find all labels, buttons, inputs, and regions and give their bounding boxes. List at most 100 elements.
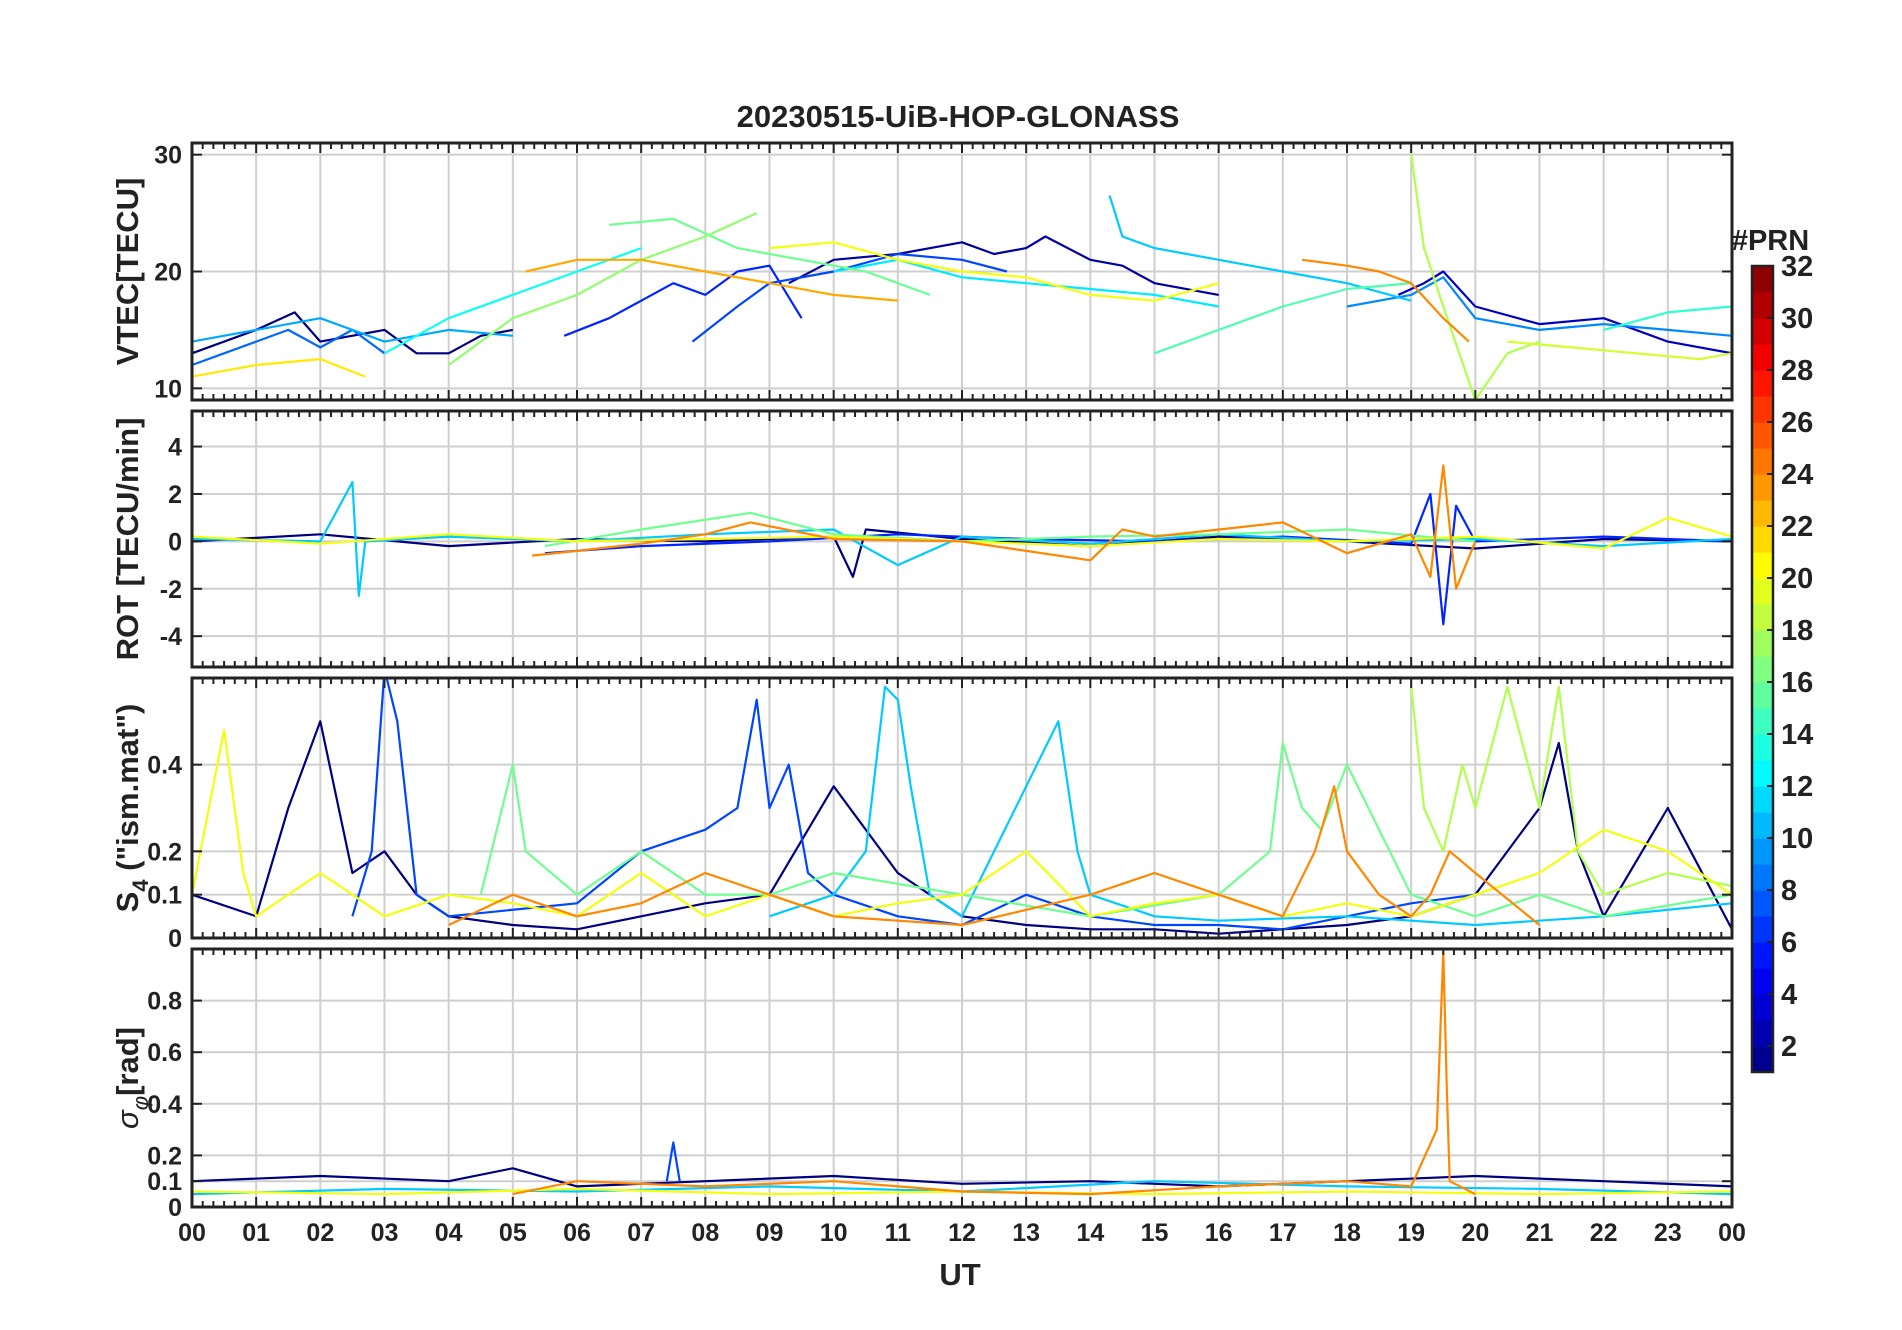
colorbar-tick-label: 12 bbox=[1781, 771, 1813, 803]
series-line-prn-3 bbox=[1397, 270, 1732, 355]
series-line-prn-10 bbox=[192, 317, 513, 343]
colorbar-tick-label: 26 bbox=[1781, 407, 1813, 439]
colorbar-band bbox=[1752, 890, 1773, 917]
x-tick-label: 23 bbox=[1654, 1219, 1682, 1247]
colorbar-band bbox=[1752, 474, 1773, 501]
colorbar-tick-label: 6 bbox=[1781, 927, 1797, 959]
colorbar-tick-label: 16 bbox=[1781, 667, 1813, 699]
colorbar-band bbox=[1752, 344, 1773, 371]
series-line-prn-7 bbox=[351, 678, 1476, 931]
panel-vtec: 10 20 30 VTEC[TECU] bbox=[110, 141, 1734, 403]
colorbar-band bbox=[1752, 760, 1773, 787]
y-tick-label: 0 bbox=[168, 1194, 182, 1222]
series-line-prn-20 bbox=[192, 516, 1732, 550]
colorbar-tick-label: 2 bbox=[1781, 1031, 1797, 1063]
series-group bbox=[192, 678, 1732, 935]
colorbar-band bbox=[1752, 812, 1773, 839]
colorbar-band bbox=[1752, 656, 1773, 683]
colorbar-frame bbox=[1750, 264, 1775, 1074]
chart-title: 20230515-UiB-HOP-GLONASS bbox=[737, 99, 1180, 134]
y-tick-label: -4 bbox=[160, 623, 182, 651]
x-tick-label: 21 bbox=[1526, 1219, 1554, 1247]
colorbar-tick-label: 18 bbox=[1781, 615, 1813, 647]
colorbar-title: #PRN bbox=[1732, 225, 1809, 257]
panel-sigma_phi: 00.10.2 0.4 0.6 0.8 σφ[rad] 00 01 02 03 04 05 06 07 0… bbox=[110, 947, 1746, 1247]
x-tick-label: 16 bbox=[1205, 1219, 1233, 1247]
x-tick-label: 12 bbox=[948, 1219, 976, 1247]
series-line-prn-20 bbox=[192, 728, 1732, 918]
y-tick-label: 0.6 bbox=[147, 1039, 182, 1067]
colorbar-band bbox=[1752, 370, 1773, 397]
x-tick-label: 17 bbox=[1269, 1219, 1297, 1247]
x-tick-label: 04 bbox=[435, 1219, 463, 1247]
colorbar-tick-label: 24 bbox=[1781, 459, 1813, 491]
y-axis-label-sigma_phi: σφ[rad] bbox=[110, 1027, 153, 1129]
colorbar-band bbox=[1752, 1020, 1773, 1047]
series-line-prn-24 bbox=[448, 785, 1541, 927]
colorbar-band bbox=[1752, 604, 1773, 631]
colorbar-tick-label: 22 bbox=[1781, 511, 1813, 543]
series-line-prn-18 bbox=[1410, 685, 1732, 896]
y-tick-label: 0.2 bbox=[147, 1142, 182, 1170]
series-group bbox=[192, 464, 1732, 626]
colorbar-tick-label: 4 bbox=[1781, 979, 1797, 1011]
series-line-prn-1 bbox=[192, 528, 1732, 579]
y-axis-label-rot: ROT [TECU/min] bbox=[110, 418, 145, 661]
colorbar-band bbox=[1752, 916, 1773, 943]
series-line-prn-24 bbox=[512, 950, 1476, 1196]
series-line-prn-2 bbox=[788, 235, 1219, 296]
x-tick-label: 00 bbox=[1718, 1219, 1746, 1247]
y-tick-label: 0 bbox=[168, 925, 182, 953]
x-tick-label: 11 bbox=[885, 1219, 912, 1247]
colorbar-band bbox=[1752, 1046, 1773, 1073]
series-line-prn-11 bbox=[769, 685, 1732, 927]
panel-frame bbox=[190, 676, 1734, 940]
series-line-prn-17 bbox=[448, 212, 758, 366]
x-tick-label: 15 bbox=[1141, 1219, 1169, 1247]
colorbar-band bbox=[1752, 526, 1773, 553]
series-line-prn-11 bbox=[1108, 195, 1412, 302]
colorbar-band bbox=[1752, 708, 1773, 735]
series-line-prn-6 bbox=[544, 492, 1732, 626]
x-tick-label: 08 bbox=[691, 1219, 719, 1247]
colorbar-band bbox=[1752, 422, 1773, 449]
colorbar-tick-label: 10 bbox=[1781, 823, 1813, 855]
colorbar-band bbox=[1752, 864, 1773, 891]
colorbar-tick-label: 20 bbox=[1781, 563, 1813, 595]
colorbar-band bbox=[1752, 266, 1773, 293]
x-tick-label: 03 bbox=[371, 1219, 399, 1247]
x-tick-label: 02 bbox=[306, 1219, 334, 1247]
colorbar-band bbox=[1752, 448, 1773, 475]
colorbar-band bbox=[1752, 968, 1773, 995]
series-line-prn-6 bbox=[563, 264, 803, 337]
x-tick-label: 18 bbox=[1333, 1219, 1361, 1247]
series-line-prn-24 bbox=[1301, 258, 1470, 343]
y-tick-label: 0.2 bbox=[147, 838, 182, 866]
series-line-prn-18 bbox=[1410, 154, 1540, 400]
series-line-prn-21 bbox=[192, 358, 366, 378]
x-tick-label: 20 bbox=[1461, 1219, 1489, 1247]
x-tick-label: 13 bbox=[1012, 1219, 1040, 1247]
series-line-prn-15 bbox=[1154, 282, 1412, 355]
colorbar-tick-label: 32 bbox=[1781, 251, 1813, 283]
series-line-prn-7 bbox=[665, 1141, 681, 1182]
panel-frame bbox=[190, 409, 1734, 669]
y-tick-label: 30 bbox=[154, 142, 182, 170]
series-line-prn-7 bbox=[691, 252, 1008, 343]
colorbar-band bbox=[1752, 682, 1773, 709]
x-tick-label: 19 bbox=[1397, 1219, 1425, 1247]
y-tick-label: 0 bbox=[168, 528, 182, 556]
colorbar-tick-label: 30 bbox=[1781, 303, 1813, 335]
y-tick-label: 4 bbox=[168, 434, 182, 462]
colorbar-band bbox=[1752, 786, 1773, 813]
colorbar-band bbox=[1752, 734, 1773, 761]
series-group bbox=[192, 950, 1732, 1196]
colorbar-band bbox=[1752, 942, 1773, 969]
colorbar-tick-label: 28 bbox=[1781, 355, 1813, 387]
series-line-prn-1 bbox=[192, 311, 513, 355]
series-group bbox=[192, 154, 1732, 400]
x-tick-label: 09 bbox=[756, 1219, 784, 1247]
y-tick-label: 20 bbox=[154, 259, 182, 287]
